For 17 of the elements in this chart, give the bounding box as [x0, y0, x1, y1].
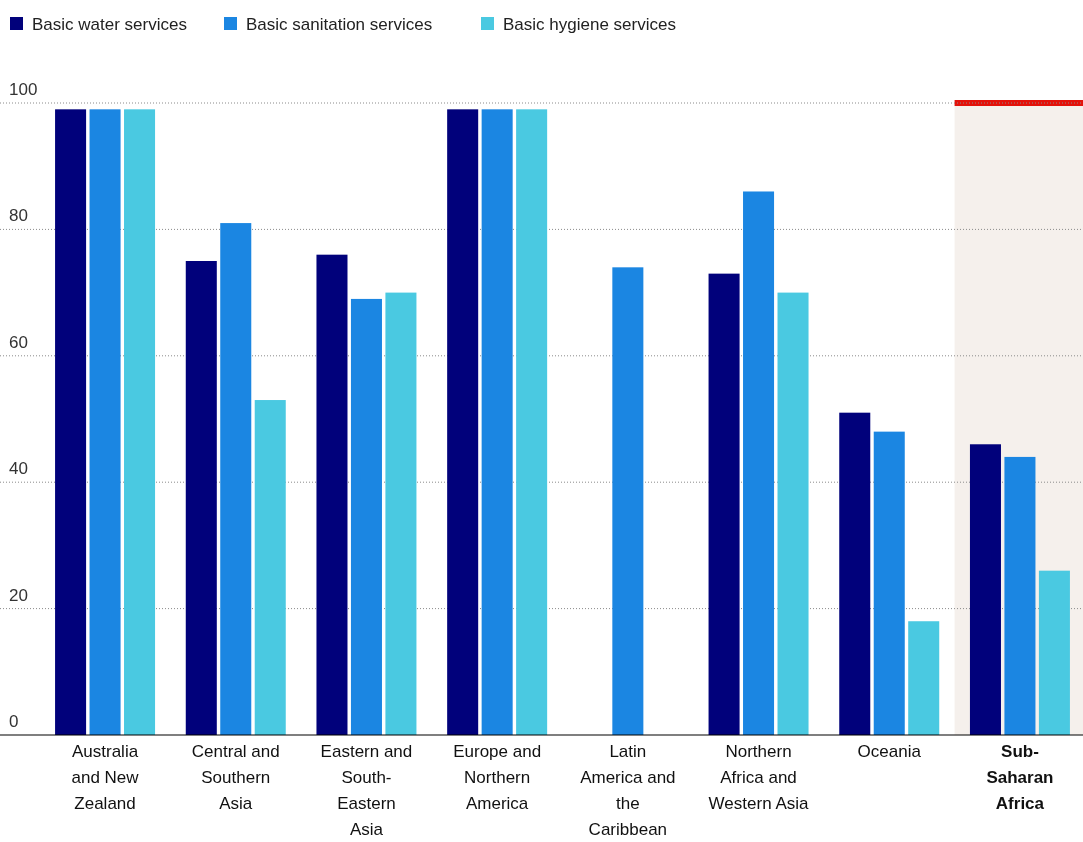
x-tick-label: Oceania — [857, 742, 922, 761]
y-tick-label: 60 — [9, 332, 28, 352]
x-tick-label: Eastern and South-Eastern Asia — [320, 742, 413, 839]
x-tick-label: Europe and Northern America — [453, 742, 542, 813]
x-tick-label: Northern Africa and Western Asia — [708, 742, 810, 813]
y-tick-label: 80 — [9, 206, 28, 226]
y-tick-label: 100 — [9, 80, 38, 99]
y-tick-label: 0 — [9, 712, 19, 731]
legend-label: Basic water services — [32, 15, 187, 34]
y-tick-label: 20 — [9, 585, 28, 605]
x-tick-label: Sub-Saharan Africa — [986, 742, 1054, 813]
x-tick-label: Australia and New Zealand — [71, 742, 140, 813]
legend-label: Basic hygiene services — [503, 15, 676, 34]
y-tick-label: 40 — [9, 459, 28, 479]
legend-label: Basic sanitation services — [246, 15, 433, 34]
x-tick-label: Latin America and the Caribbean — [580, 742, 676, 839]
x-tick-label: Central and Southern Asia — [191, 742, 280, 813]
